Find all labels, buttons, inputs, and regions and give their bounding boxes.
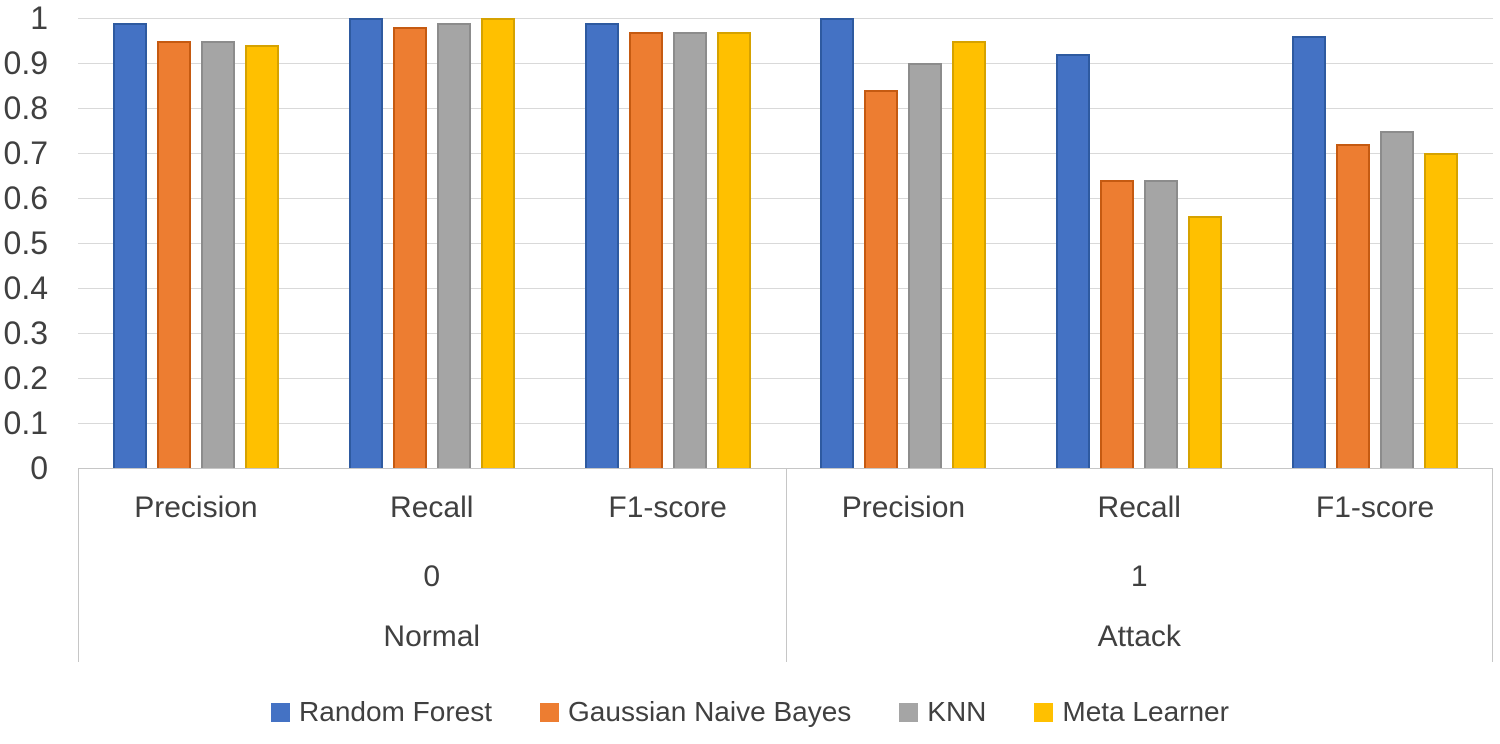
bar-gaussian-naive-bayes: [392, 27, 427, 468]
bar-cluster-precision: [785, 18, 1021, 468]
legend-label: KNN: [927, 696, 987, 727]
y-axis-tick-label: 0.3: [3, 315, 48, 351]
y-axis-tick-label: 0.4: [3, 270, 48, 306]
bar-clusters: [78, 18, 1493, 468]
axis-border-left: [78, 469, 79, 662]
y-axis-tick-label: 0.5: [3, 225, 48, 261]
legend-item-knn: KNN: [899, 696, 986, 728]
legend-label: Meta Learner: [1062, 696, 1229, 727]
legend-swatch-icon: [1034, 702, 1054, 722]
bar-meta-learner: [716, 31, 751, 468]
axis-border-right: [1492, 469, 1493, 662]
gridline: [78, 288, 1493, 289]
bar-random-forest: [1056, 54, 1091, 468]
bar-knn: [908, 63, 943, 468]
metric-label: F1-score: [608, 491, 727, 524]
metric-label: Recall: [390, 491, 474, 524]
gridline: [78, 108, 1493, 109]
y-axis-tick-label: 0.9: [3, 45, 48, 81]
bar-random-forest: [1292, 36, 1327, 468]
legend-label: Random Forest: [299, 696, 493, 727]
bar-gaussian-naive-bayes: [628, 31, 663, 468]
bar-gaussian-naive-bayes: [864, 90, 899, 468]
bar-cluster-f1-score: [1257, 18, 1493, 468]
class-name-row: Normal Attack: [78, 607, 1493, 667]
bar-knn: [1144, 180, 1179, 468]
legend-item-random-forest: Random Forest: [271, 696, 492, 728]
category-axis: Precision Recall F1-score Precision Recall F1…: [78, 468, 1493, 669]
bar-meta-learner: [1188, 216, 1223, 468]
legend-swatch-icon: [899, 702, 919, 722]
class-code-label: 1: [1130, 560, 1148, 593]
bar-cluster-f1-score: [550, 18, 786, 468]
class-name-label: Normal: [383, 620, 481, 653]
bar-meta-learner: [1424, 153, 1459, 468]
y-axis-tick-label: 0.7: [3, 135, 48, 171]
metric-label: F1-score: [1315, 491, 1435, 524]
bar-meta-learner: [244, 45, 279, 468]
y-axis: 0 0.1 0.2 0.3 0.4 0.5 0.6 0.7 0.8 0.9 1: [0, 0, 48, 500]
bar-random-forest: [820, 18, 855, 468]
metric-label: Precision: [841, 491, 966, 524]
metric-label-row: Precision Recall F1-score Precision Recall F1…: [78, 469, 1493, 547]
y-axis-tick-label: 0.6: [3, 180, 48, 216]
bar-gaussian-naive-bayes: [156, 40, 191, 468]
bar-gaussian-naive-bayes: [1100, 180, 1135, 468]
metric-label: Recall: [1097, 491, 1181, 524]
gridline: [78, 333, 1493, 334]
group-divider: [785, 469, 787, 662]
bar-meta-learner: [480, 18, 515, 468]
plot-area: [78, 18, 1493, 468]
legend-item-meta-learner: Meta Learner: [1034, 696, 1229, 728]
class-name-label: Attack: [1097, 620, 1181, 653]
bar-random-forest: [112, 22, 147, 468]
y-axis-tick-label: 0.8: [3, 90, 48, 126]
gridline: [78, 153, 1493, 154]
gridline: [78, 18, 1493, 19]
legend-swatch-icon: [271, 702, 291, 722]
bar-knn: [436, 22, 471, 468]
bar-meta-learner: [952, 40, 987, 468]
bar-cluster-recall: [314, 18, 550, 468]
y-axis-tick-label: 0.1: [3, 405, 48, 441]
y-axis-tick-label: 0: [30, 450, 48, 486]
legend-item-gaussian-naive-bayes: Gaussian Naive Bayes: [540, 696, 851, 728]
bar-cluster-recall: [1021, 18, 1257, 468]
gridline: [78, 198, 1493, 199]
gridline: [78, 378, 1493, 379]
y-axis-tick-label: 0.2: [3, 360, 48, 396]
bar-cluster-precision: [78, 18, 314, 468]
bar-knn: [672, 31, 707, 468]
metric-label: Precision: [134, 491, 258, 524]
gridline: [78, 63, 1493, 64]
gridline: [78, 423, 1493, 424]
bar-knn: [1380, 130, 1415, 468]
bar-knn: [200, 40, 235, 468]
bar-gaussian-naive-bayes: [1336, 144, 1371, 468]
gridline: [78, 243, 1493, 244]
class-code-label: 0: [423, 560, 441, 593]
legend: Random Forest Gaussian Naive Bayes KNN Meta…: [0, 696, 1500, 728]
bar-random-forest: [348, 18, 383, 468]
y-axis-tick-label: 1: [30, 0, 48, 36]
legend-swatch-icon: [540, 702, 560, 722]
bar-random-forest: [584, 22, 619, 468]
legend-label: Gaussian Naive Bayes: [568, 696, 852, 727]
